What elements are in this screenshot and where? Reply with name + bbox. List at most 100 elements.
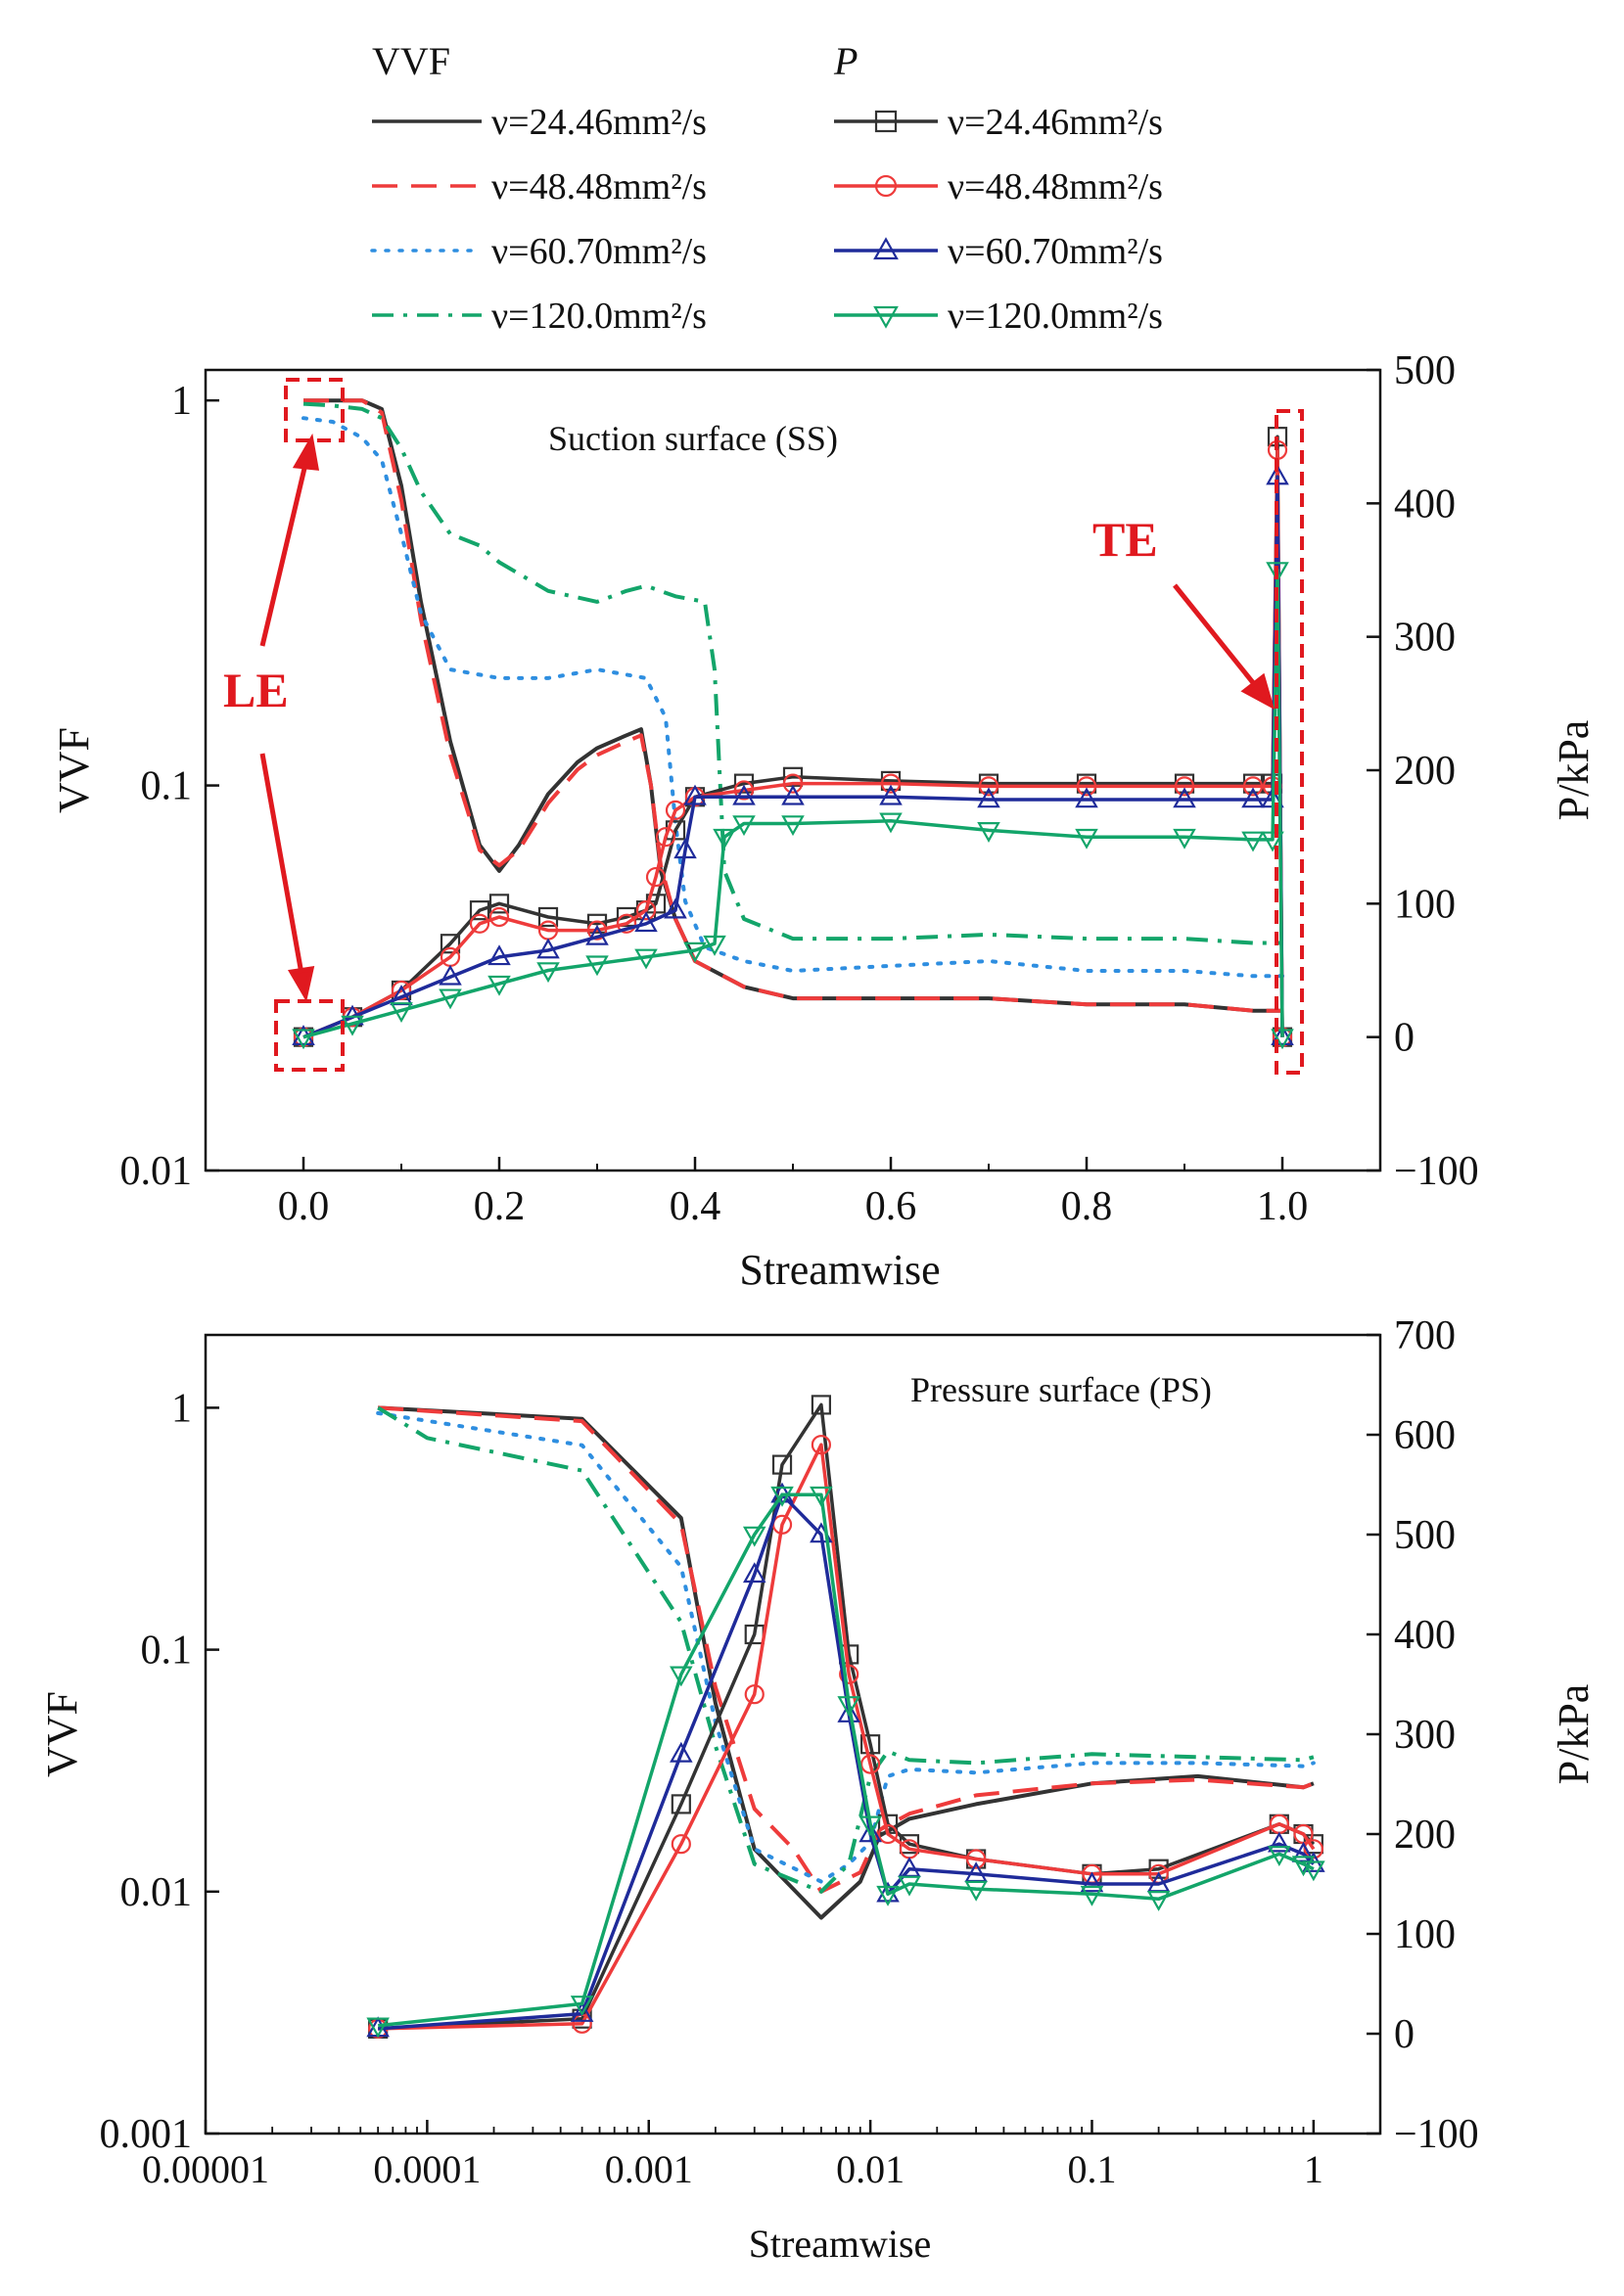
p-series-marker xyxy=(858,1815,882,1837)
legend-p-marker xyxy=(874,110,898,133)
x-axis-label: Streamwise xyxy=(749,2222,932,2266)
legend-p-label: ν=48.48mm²/s xyxy=(948,166,1163,207)
x-tick-label: 1 xyxy=(1304,2147,1323,2191)
te-arrowhead xyxy=(1240,672,1276,711)
vvf-series-line xyxy=(377,1405,1315,1894)
y-right-tick-label: 300 xyxy=(1394,1713,1456,1758)
p-series-marker xyxy=(585,924,609,945)
p-series-marker xyxy=(879,812,903,834)
x-tick-label: 0.8 xyxy=(1061,1184,1113,1229)
p-series-marker xyxy=(683,784,707,805)
p-series-marker xyxy=(781,815,805,837)
plot-frame xyxy=(204,368,1382,1172)
p-series-marker xyxy=(391,980,412,1001)
p-series-marker xyxy=(742,1562,766,1584)
legend-p-label: ν=120.0mm²/s xyxy=(948,296,1163,337)
y-right-tick-label: 400 xyxy=(1394,1613,1456,1658)
p-series-marker xyxy=(1268,1846,1291,1866)
legend-vvf-label: ν=48.48mm²/s xyxy=(491,166,707,207)
p-series-marker xyxy=(683,941,707,963)
p-series-marker xyxy=(1080,1885,1104,1906)
y-left-tick-label: 0.001 xyxy=(100,2112,193,2157)
p-series-marker xyxy=(635,900,657,921)
y-axis-right-label: P/kPa xyxy=(1550,1684,1598,1785)
p-series-marker xyxy=(488,894,510,914)
p-series-marker xyxy=(1271,1029,1294,1050)
y-axis-right-label: P/kPa xyxy=(1550,720,1598,821)
p-series-marker xyxy=(898,1875,921,1897)
p-series-marker xyxy=(390,1002,413,1023)
x-axis-label: Streamwise xyxy=(739,1246,940,1294)
y-right-tick-label: −100 xyxy=(1394,2112,1479,2157)
p-series-marker xyxy=(811,1395,831,1415)
p-series-marker xyxy=(570,1996,594,2016)
p-series-marker xyxy=(439,964,462,986)
p-series-marker xyxy=(880,773,902,794)
legend-p-marker xyxy=(874,174,898,198)
y-right-tick-label: 700 xyxy=(1394,1313,1456,1358)
p-series-marker xyxy=(966,1849,987,1869)
vvf-series-line xyxy=(376,1410,1316,1884)
p-series-marker xyxy=(1173,787,1196,808)
p-series-marker xyxy=(1302,1860,1325,1882)
p-series-marker xyxy=(536,938,560,959)
p-series-marker xyxy=(1075,828,1098,850)
p-series-marker xyxy=(673,838,697,859)
legend-p-label: ν=60.70mm²/s xyxy=(948,231,1163,272)
p-series-marker xyxy=(469,900,490,921)
p-series-marker xyxy=(811,1435,831,1455)
p-series-marker xyxy=(771,1454,793,1475)
p-series-marker xyxy=(671,1834,691,1855)
p-series-marker xyxy=(586,920,608,941)
p-series-marker xyxy=(537,906,559,928)
p-series-marker xyxy=(742,1526,766,1547)
p-series-marker xyxy=(810,1486,833,1507)
p-series-marker xyxy=(964,1880,988,1902)
p-series-marker xyxy=(733,780,755,801)
p-series-marker xyxy=(634,911,658,933)
p-series-marker xyxy=(877,1823,899,1845)
p-series-marker xyxy=(977,822,1000,843)
y-right-tick-label: 200 xyxy=(1394,749,1456,794)
p-series-marker xyxy=(1241,831,1265,852)
p-series-marker xyxy=(1174,776,1195,797)
p-series-marker xyxy=(839,1664,859,1684)
p-series-marker xyxy=(670,1666,693,1687)
p-series-marker xyxy=(1268,1831,1291,1853)
p-series-marker xyxy=(744,1684,765,1705)
legend-p-marker xyxy=(873,305,899,329)
p-series-marker xyxy=(713,828,736,850)
chart-title: Pressure surface (PS) xyxy=(910,1370,1212,1409)
legend: VVF P ν=24.46mm²/s ν=24.46mm²/s ν=48.48mm²… xyxy=(370,39,1163,337)
p-series-marker xyxy=(1146,1890,1171,1911)
vvf-series-line xyxy=(302,416,1284,979)
p-series-marker xyxy=(1261,831,1284,852)
x-tick-label: 0.0 xyxy=(278,1184,330,1229)
x-tick-label: 0.0001 xyxy=(373,2147,481,2191)
te-arrow xyxy=(1173,583,1257,687)
p-series-marker xyxy=(1242,776,1264,797)
p-series-line xyxy=(302,435,1284,1039)
x-tick-label: 1.0 xyxy=(1257,1184,1309,1229)
p-series-marker xyxy=(781,784,805,805)
te-label: TE xyxy=(1092,512,1158,567)
y-left-tick-label: 1 xyxy=(171,1386,192,1431)
te-box xyxy=(1275,409,1304,1075)
y-left-tick-label: 1 xyxy=(171,379,192,424)
x-tick-label: 0.01 xyxy=(836,2147,905,2191)
p-series-marker xyxy=(536,962,560,984)
p-series-marker xyxy=(634,948,658,970)
p-series-marker xyxy=(876,1885,900,1906)
p-series-marker xyxy=(439,988,462,1010)
p-series-marker xyxy=(487,944,511,966)
p-series-marker xyxy=(469,913,490,934)
p-series-marker xyxy=(1271,1025,1294,1045)
p-series-marker xyxy=(1080,1871,1104,1893)
p-series-marker xyxy=(879,784,903,805)
p-series-marker xyxy=(1266,562,1289,583)
p-series-marker xyxy=(664,897,687,919)
y-right-tick-label: 100 xyxy=(1394,882,1456,927)
x-tick-label: 0.2 xyxy=(474,1184,526,1229)
y-right-tick-label: 200 xyxy=(1394,1813,1456,1858)
p-series-marker xyxy=(488,906,510,928)
